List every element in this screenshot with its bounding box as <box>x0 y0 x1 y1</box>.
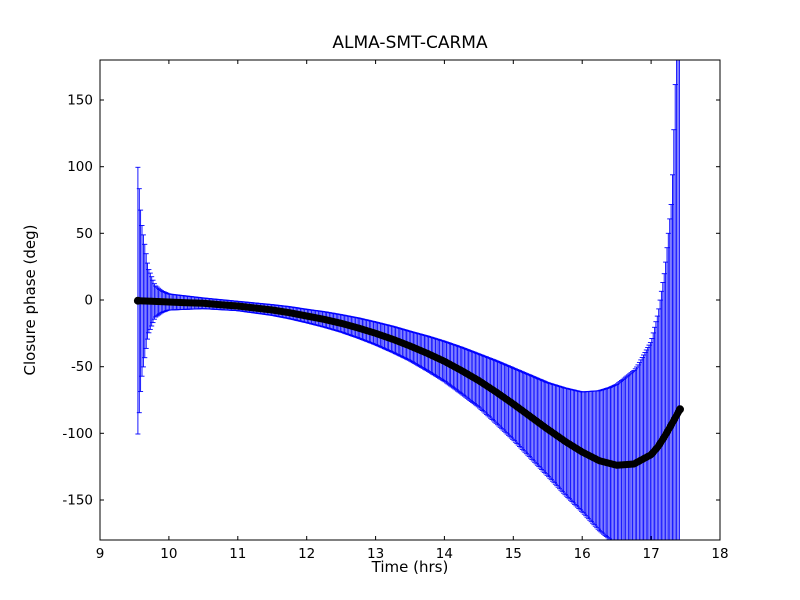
chart-title: ALMA-SMT-CARMA <box>332 33 488 53</box>
y-tick-label: -150 <box>62 493 93 509</box>
x-tick-label: 9 <box>96 546 105 562</box>
x-tick-label: 15 <box>505 546 522 562</box>
x-tick-labels: 9 10 11 12 13 14 15 16 17 18 <box>96 546 729 562</box>
y-tick-label: 100 <box>67 159 93 175</box>
last-data-point <box>676 405 684 414</box>
y-tick-label: 50 <box>76 226 93 242</box>
x-tick-label: 11 <box>229 546 246 562</box>
x-axis-label: Time (hrs) <box>371 558 449 576</box>
x-tick-label: 18 <box>711 546 728 562</box>
data-curve <box>133 296 684 469</box>
x-tick-label: 14 <box>436 546 453 562</box>
y-tick-label: 150 <box>67 93 93 109</box>
x-tick-label: 12 <box>298 546 315 562</box>
y-tick-labels: -150 -100 -50 0 50 100 150 <box>62 93 93 509</box>
x-tick-label: 16 <box>574 546 591 562</box>
x-tick-label: 10 <box>160 546 177 562</box>
y-tick-label: -100 <box>62 426 93 442</box>
y-tick-label: -50 <box>71 359 93 375</box>
first-data-point <box>133 296 142 305</box>
y-tick-label: 0 <box>84 293 93 309</box>
x-tick-label: 13 <box>367 546 384 562</box>
axes-frame <box>99 59 721 541</box>
x-tick-label: 17 <box>643 546 660 562</box>
error-bars <box>135 60 680 540</box>
